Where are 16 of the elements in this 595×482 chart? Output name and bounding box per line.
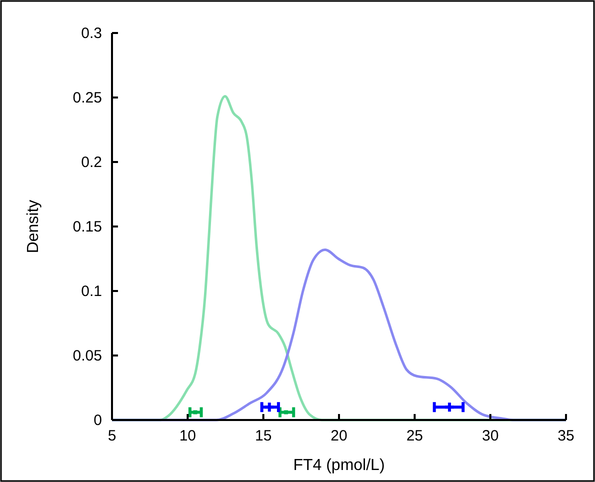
x-tick-label: 10 [179,428,196,445]
y-tick-label: 0.3 [81,24,102,42]
y-tick-label: 0 [94,412,102,429]
x-axis-title: FT4 (pmol/L) [293,457,385,474]
y-tick-label: 0.25 [72,89,102,106]
x-tick-label: 30 [482,428,499,445]
x-tick-label: 35 [558,428,574,445]
x-tick-label: 20 [330,428,348,445]
y-tick-label: 0.05 [72,347,102,364]
x-tick-label: 5 [108,428,116,445]
y-axis-title: Density [25,200,42,254]
x-tick-label: 15 [254,428,272,445]
y-tick-label: 0.1 [81,282,102,300]
x-tick-label: 25 [406,428,424,445]
y-tick-label: 0.2 [81,154,102,171]
y-tick-label: 0.15 [72,218,102,236]
